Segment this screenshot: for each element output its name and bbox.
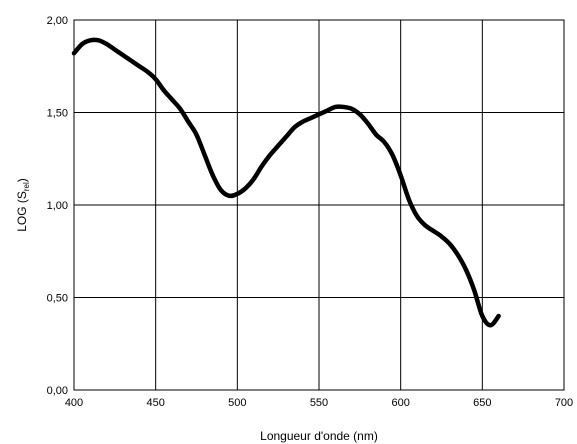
y-axis-title-main: LOG (S	[15, 191, 29, 232]
y-tick-label: 2,00	[47, 15, 68, 27]
x-tick-label: 700	[555, 397, 573, 409]
y-tick-label: 1,50	[47, 108, 68, 120]
x-tick-label: 400	[65, 397, 83, 409]
y-tick-label: 0,50	[47, 293, 68, 305]
x-tick-label: 650	[473, 397, 491, 409]
x-tick-label: 500	[228, 397, 246, 409]
x-tick-label: 450	[146, 397, 164, 409]
y-axis-title: LOG (Srel)	[15, 178, 31, 232]
plot-border	[73, 19, 565, 391]
x-tick-labels: 400 450 500 550 600 650 700	[65, 397, 573, 409]
x-axis-title: Longueur d'onde (nm)	[260, 429, 378, 443]
y-tick-label: 0,00	[47, 385, 68, 397]
x-tick-label: 550	[310, 397, 328, 409]
y-axis-title-sub: rel	[22, 182, 31, 191]
series-line	[71, 37, 501, 328]
y-tick-label: 1,00	[47, 200, 68, 212]
y-axis-title-end: )	[15, 178, 29, 182]
y-tick-labels: 0,00 0,50 1,00 1,50 2,00	[47, 15, 68, 397]
x-tick-label: 600	[391, 397, 409, 409]
